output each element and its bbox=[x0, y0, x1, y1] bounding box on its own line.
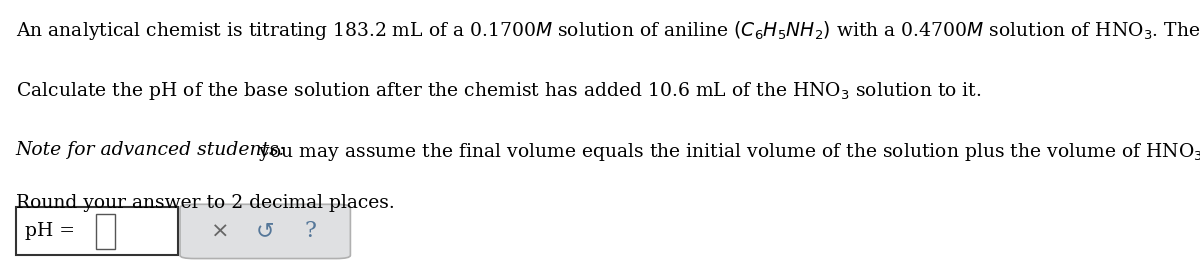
Text: An analytical chemist is titrating 183.2 mL of a 0.1700$M$ solution of aniline $: An analytical chemist is titrating 183.2… bbox=[16, 19, 1200, 41]
FancyBboxPatch shape bbox=[180, 204, 350, 259]
Text: pH =: pH = bbox=[25, 222, 82, 240]
FancyBboxPatch shape bbox=[96, 214, 115, 249]
Text: ↺: ↺ bbox=[256, 221, 275, 242]
Text: Calculate the pH of the base solution after the chemist has added 10.6 mL of the: Calculate the pH of the base solution af… bbox=[16, 80, 982, 102]
Text: Round your answer to 2 decimal places.: Round your answer to 2 decimal places. bbox=[16, 194, 395, 212]
Text: you may assume the final volume equals the initial volume of the solution plus t: you may assume the final volume equals t… bbox=[253, 141, 1200, 163]
Text: ×: × bbox=[210, 221, 229, 242]
Text: ?: ? bbox=[305, 221, 317, 242]
FancyBboxPatch shape bbox=[16, 207, 178, 255]
Text: Note for advanced students:: Note for advanced students: bbox=[16, 141, 286, 159]
